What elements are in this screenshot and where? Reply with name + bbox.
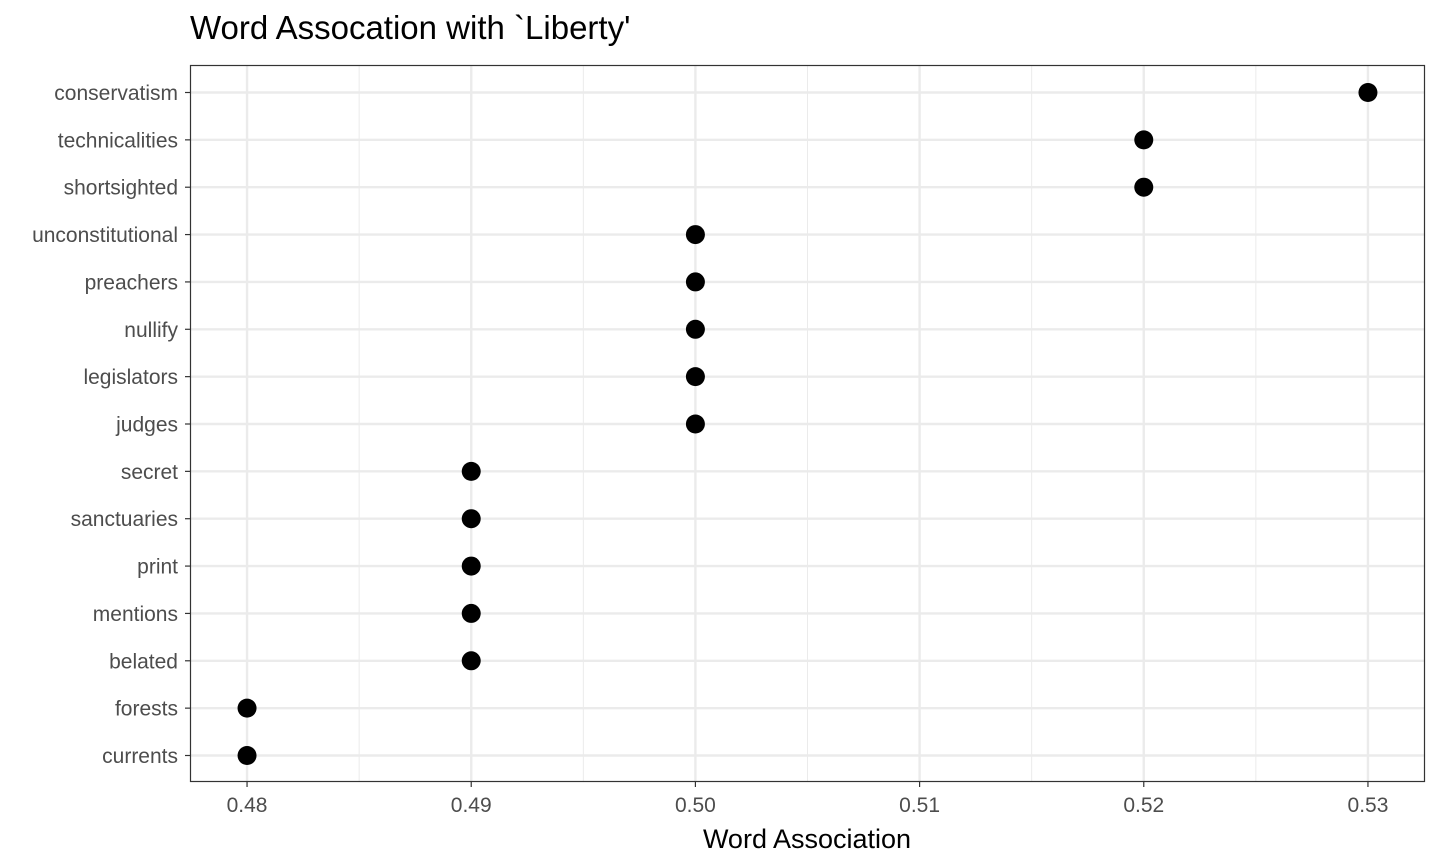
y-tick-label-nullify: nullify: [124, 319, 178, 342]
point-mentions: [461, 603, 481, 623]
x-tick-label-0.49: 0.49: [451, 794, 492, 817]
point-nullify: [685, 319, 705, 339]
y-tick-label-shortsighted: shortsighted: [64, 177, 178, 200]
point-currents: [237, 746, 257, 765]
y-tick-label-legislators: legislators: [83, 366, 178, 389]
y-tick-label-secret: secret: [121, 461, 178, 484]
y-tick-label-unconstitutional: unconstitutional: [32, 224, 178, 247]
point-secret: [461, 461, 481, 481]
y-tick-label-print: print: [137, 556, 178, 579]
x-tick-label-0.51: 0.51: [899, 794, 940, 817]
y-tick-label-currents: currents: [102, 745, 178, 768]
point-shortsighted: [1134, 177, 1154, 197]
data-points: [237, 83, 1378, 765]
y-tick-label-conservatism: conservatism: [54, 82, 178, 105]
x-tick-label-0.48: 0.48: [227, 794, 268, 817]
axis-ticks: currents forests belated mentions print sanct…: [32, 82, 1388, 817]
y-tick-label-forests: forests: [115, 698, 178, 721]
point-judges: [685, 414, 705, 434]
grid-lines: [191, 66, 1424, 781]
y-tick-label-judges: judges: [115, 414, 178, 437]
point-sanctuaries: [461, 509, 481, 529]
x-tick-label-0.52: 0.52: [1123, 794, 1164, 817]
y-tick-label-mentions: mentions: [93, 603, 178, 626]
point-conservatism: [1358, 83, 1378, 102]
x-tick-label-0.50: 0.50: [675, 794, 716, 817]
point-technicalities: [1134, 130, 1154, 150]
point-belated: [461, 651, 481, 671]
point-unconstitutional: [685, 225, 705, 245]
point-legislators: [685, 367, 705, 387]
chart-title: Word Assocation with `Liberty': [190, 9, 630, 46]
y-tick-label-sanctuaries: sanctuaries: [71, 508, 178, 531]
y-tick-label-preachers: preachers: [85, 271, 178, 294]
point-preachers: [685, 272, 705, 292]
y-tick-label-belated: belated: [109, 650, 178, 673]
x-tick-label-0.53: 0.53: [1348, 794, 1389, 817]
point-forests: [237, 698, 257, 718]
x-axis-title: Word Association: [703, 824, 911, 854]
y-tick-label-technicalities: technicalities: [58, 129, 178, 152]
point-print: [461, 556, 481, 576]
